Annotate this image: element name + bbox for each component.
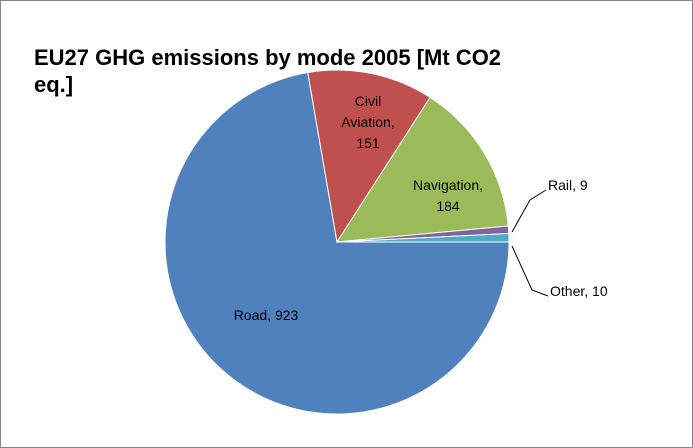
leader-line [511, 189, 547, 233]
data-label: Civil Aviation, 151 [341, 93, 394, 151]
data-label-category: Road [234, 307, 267, 323]
data-label: Other, 10 [550, 283, 608, 299]
data-label-value: 923 [275, 307, 299, 323]
pie-slice [336, 96, 509, 243]
data-label-value: 10 [592, 283, 608, 299]
pie-slice [164, 71, 510, 415]
pie-slice [307, 69, 431, 244]
chart-title: EU27 GHG emissions by mode 2005 [Mt CO2 … [34, 45, 502, 97]
data-label-category: Other [550, 283, 585, 299]
data-label-text: Navigation, [413, 177, 483, 193]
data-label: Road, 923 [234, 307, 299, 323]
data-label-value: 9 [580, 177, 588, 193]
leader-line [511, 245, 549, 297]
data-label-text: Civil [355, 93, 381, 109]
data-label: Navigation, 184 [413, 177, 483, 214]
data-label-text: Road, 923 [234, 307, 299, 323]
data-label-value: 184 [436, 198, 460, 214]
data-label-text: Aviation, [341, 114, 394, 130]
data-label-value: 151 [356, 135, 380, 151]
data-label-category: Navigation [413, 177, 479, 193]
data-label-category: Rail [548, 177, 572, 193]
data-label-text: Other, 10 [550, 283, 608, 299]
data-label-text: Rail, 9 [548, 177, 588, 193]
data-label: Rail, 9 [548, 177, 588, 193]
title-box: EU27 GHG emissions by mode 2005 [Mt CO2 … [34, 45, 502, 97]
pie-slice [336, 233, 510, 243]
